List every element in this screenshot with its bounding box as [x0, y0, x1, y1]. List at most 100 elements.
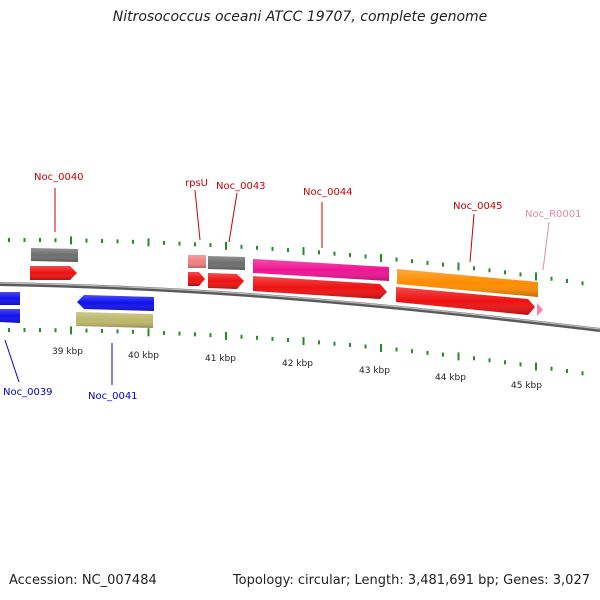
upper-tick: [54, 238, 57, 243]
upper-tick: [318, 250, 320, 255]
upper-tick: [349, 253, 351, 257]
kbp-label-43: 43 kbp: [359, 366, 390, 376]
lower-tick: [504, 360, 506, 365]
rna-arrow-noc-r0001[interactable]: [537, 303, 543, 316]
kbp-label-42: 42 kbp: [282, 359, 313, 369]
lower-tick: [380, 344, 382, 352]
leader-noc0045: [469, 213, 475, 263]
lower-tick: [163, 330, 165, 335]
lower-tick: [287, 338, 289, 342]
lower-tick: [364, 344, 367, 349]
kbp-label-45: 45 kbp: [511, 381, 542, 391]
label-noc0043[interactable]: Noc_0043: [216, 181, 266, 192]
lower-tick: [132, 329, 134, 334]
upper-tick: [70, 236, 72, 245]
lower-tick: [488, 358, 491, 363]
lower-tick: [256, 335, 258, 340]
lower-tick: [395, 347, 398, 352]
leader-noc0039: [4, 339, 20, 383]
lower-tick: [194, 332, 196, 337]
upper-tick: [581, 281, 584, 286]
accession-text: Accession: NC_007484: [9, 573, 157, 588]
upper-tick: [550, 276, 553, 281]
lower-tick: [225, 331, 227, 340]
upper-tick: [225, 241, 227, 250]
leader-noc-r0001: [542, 221, 550, 271]
topology-text: Topology: circular; Length: 3,481,691 bp…: [232, 573, 590, 588]
leader-noc0043: [228, 192, 238, 243]
upper-tick: [442, 262, 444, 267]
upper-tick-row: [8, 236, 584, 286]
lower-tick: [147, 328, 150, 337]
upper-tick: [287, 248, 289, 252]
lower-tick: [318, 340, 320, 345]
upper-tick: [8, 238, 10, 242]
upper-tick: [302, 247, 305, 256]
lower-tick: [178, 331, 181, 336]
label-noc0040[interactable]: Noc_0040: [34, 172, 84, 183]
upper-tick: [426, 260, 429, 265]
label-rpsu[interactable]: rpsU: [185, 178, 208, 189]
lower-tick: [519, 362, 522, 367]
kbp-label-39: 39 kbp: [52, 347, 83, 357]
upper-tick: [101, 239, 103, 243]
lower-tick: [8, 328, 10, 332]
lower-tick: [411, 349, 413, 354]
upper-tick: [240, 244, 243, 249]
label-noc0041[interactable]: Noc_0041: [88, 391, 138, 402]
lower-tick-row: [8, 326, 584, 376]
kbp-label-44: 44 kbp: [435, 373, 466, 383]
lower-tick: [209, 333, 212, 338]
upper-tick: [271, 246, 274, 251]
lower-tick: [426, 350, 429, 355]
upper-tick: [473, 266, 475, 271]
lower-tick: [333, 341, 336, 346]
upper-tick: [488, 268, 491, 273]
upper-tick: [519, 272, 522, 277]
upper-tick: [194, 242, 196, 247]
lower-tick: [550, 366, 553, 371]
lower-tick: [349, 343, 351, 347]
upper-tick: [566, 279, 568, 283]
lower-tick: [535, 362, 537, 371]
label-noc0039[interactable]: Noc_0039: [3, 387, 53, 398]
upper-tick: [380, 254, 382, 262]
upper-tick: [395, 257, 398, 262]
kbp-label-40: 40 kbp: [128, 351, 159, 361]
lower-tick: [240, 334, 243, 339]
lower-tick: [457, 352, 460, 361]
lower-tick: [116, 329, 119, 334]
lower-tick: [101, 329, 103, 333]
label-noc0044[interactable]: Noc_0044: [303, 187, 353, 198]
label-noc0045[interactable]: Noc_0045: [453, 201, 503, 212]
lower-tick: [39, 328, 41, 332]
lower-tick: [54, 328, 57, 333]
upper-tick: [116, 239, 119, 244]
kbp-label-41: 41 kbp: [205, 354, 236, 364]
upper-tick: [209, 243, 212, 248]
upper-tick: [132, 239, 134, 244]
lower-tick: [566, 369, 568, 373]
lower-tick: [302, 337, 305, 346]
lower-tick: [70, 326, 72, 335]
upper-tick: [411, 259, 413, 264]
upper-tick: [85, 238, 88, 243]
upper-tick: [535, 272, 537, 281]
upper-tick: [163, 240, 165, 245]
lower-tick: [23, 328, 26, 332]
lower-tick: [271, 336, 274, 341]
upper-tick: [39, 238, 41, 242]
lower-tick: [581, 371, 584, 376]
map-title: Nitrosococcus oceani ATCC 19707, complet…: [112, 9, 488, 25]
upper-tick: [256, 245, 258, 250]
upper-tick: [457, 262, 460, 271]
upper-tick: [364, 254, 367, 259]
upper-tick: [178, 241, 181, 246]
leader-rpsu: [194, 189, 201, 241]
lower-tick: [85, 328, 88, 333]
genome-backbone: [0, 282, 600, 332]
upper-tick: [333, 251, 336, 256]
genome-backbone-highlight: [0, 282, 600, 330]
label-noc-r0001[interactable]: Noc_R0001: [525, 209, 582, 220]
